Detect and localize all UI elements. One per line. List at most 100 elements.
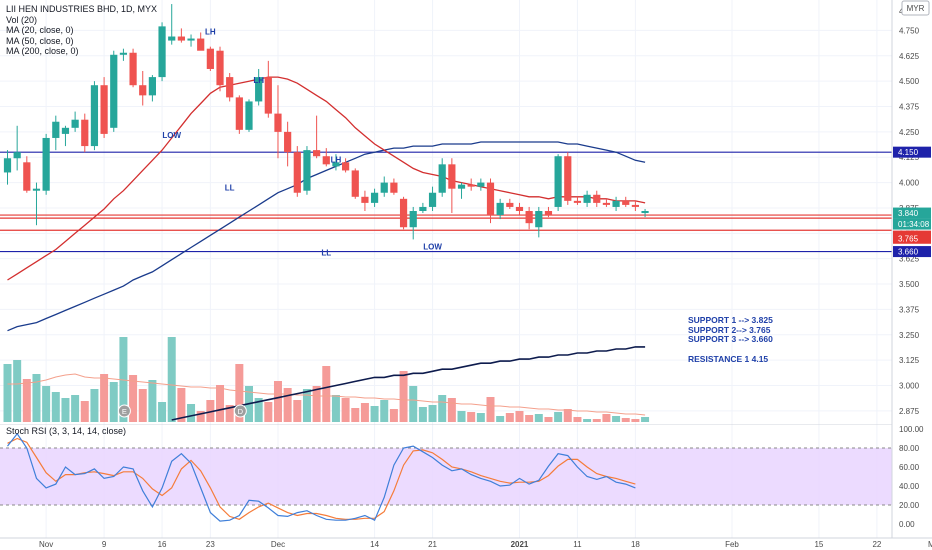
event-badge-d: D bbox=[233, 404, 247, 418]
candle-body bbox=[361, 196, 369, 203]
price-tick-label: 4.375 bbox=[899, 103, 920, 112]
tag-3840-label: 3.840 bbox=[898, 209, 919, 218]
volume-bar bbox=[42, 386, 51, 422]
volume-bar bbox=[158, 402, 167, 422]
volume-bar bbox=[331, 395, 340, 422]
candle-body bbox=[187, 38, 195, 41]
support-resistance-lines bbox=[0, 151, 892, 253]
volume-bar bbox=[380, 400, 389, 422]
candle-body bbox=[486, 182, 495, 216]
candle-body bbox=[139, 85, 147, 96]
stoch-rsi-k-line bbox=[7, 432, 636, 522]
volume-bar bbox=[264, 402, 273, 422]
volume-bar bbox=[621, 418, 630, 422]
event-badge-label: D bbox=[238, 407, 244, 416]
volume-bar bbox=[302, 389, 311, 422]
candle-body bbox=[303, 150, 311, 191]
volume-bar bbox=[3, 364, 12, 422]
event-badge-circle bbox=[233, 404, 247, 418]
candle-body bbox=[3, 158, 12, 173]
time-tick-label: 16 bbox=[158, 540, 167, 549]
volume-bar bbox=[505, 413, 514, 422]
rsi-tick-label: 20.00 bbox=[899, 501, 920, 510]
candle-body bbox=[438, 164, 446, 193]
note-support-1: SUPPORT 1 --> 3.825 bbox=[688, 315, 773, 325]
time-tick-label: 11 bbox=[573, 540, 582, 549]
candle-body bbox=[622, 200, 630, 205]
candle-body bbox=[129, 52, 137, 86]
candle-body bbox=[32, 188, 41, 191]
volume-bar bbox=[100, 374, 109, 422]
time-tick-label: 18 bbox=[631, 540, 640, 549]
rsi-tick-label: 40.00 bbox=[899, 482, 920, 491]
volume-bar bbox=[71, 395, 80, 422]
candle-body bbox=[409, 211, 417, 228]
price-tick-label: 3.625 bbox=[899, 255, 920, 264]
stoch-rsi-d-line bbox=[7, 437, 636, 520]
candle-body bbox=[255, 77, 263, 102]
time-tick-label: 23 bbox=[206, 540, 215, 549]
volume-bar bbox=[496, 416, 505, 422]
candle-body bbox=[110, 54, 118, 128]
candle-body bbox=[81, 119, 89, 147]
volume-bar bbox=[544, 417, 553, 422]
tag-3660-label: 3.660 bbox=[898, 248, 919, 257]
candle-body bbox=[399, 198, 408, 228]
ma200-line bbox=[171, 346, 646, 421]
candle-body bbox=[284, 131, 292, 153]
note-support-2: SUPPORT 2--> 3.765 bbox=[688, 324, 771, 335]
price-tick-label: 4.125 bbox=[899, 153, 920, 162]
candle-body bbox=[612, 200, 620, 207]
candle-body bbox=[544, 211, 553, 216]
volume-bar bbox=[525, 415, 534, 422]
time-tick-label: 9 bbox=[102, 540, 107, 549]
candle-body bbox=[158, 26, 166, 78]
volume-bar bbox=[418, 407, 427, 422]
legend-ma200: MA (200, close, 0) bbox=[6, 46, 79, 56]
candle-body bbox=[293, 152, 301, 193]
candle-body bbox=[313, 150, 321, 157]
price-tick-label: 2.875 bbox=[899, 407, 920, 416]
candle-body bbox=[477, 182, 485, 187]
candle-body bbox=[370, 192, 379, 203]
candle-body bbox=[573, 200, 582, 203]
volume-ma-line bbox=[7, 373, 646, 416]
annotation-low: LOW bbox=[162, 131, 181, 140]
tag-countdown-label: 01:34:08 bbox=[898, 220, 930, 229]
price-tick-label: 4.750 bbox=[899, 26, 920, 35]
candle-body bbox=[42, 137, 50, 191]
tag-3765-label: 3.765 bbox=[898, 234, 919, 243]
candle-body bbox=[593, 194, 601, 203]
candle-body bbox=[564, 156, 572, 201]
price-tick-label: 4.500 bbox=[899, 77, 920, 86]
price-tick-label: 3.375 bbox=[899, 305, 920, 314]
volume-bar bbox=[341, 398, 350, 422]
legend-ma20: MA (20, close, 0) bbox=[6, 25, 74, 35]
candle-body bbox=[235, 97, 243, 130]
currency-badge bbox=[901, 0, 930, 16]
candle-body bbox=[197, 38, 205, 51]
volume-bars bbox=[3, 337, 650, 422]
stoch-rsi-pane bbox=[0, 424, 892, 522]
ma50-line bbox=[7, 141, 646, 332]
price-tick-label: 3.125 bbox=[899, 356, 920, 365]
annotation-lh: LH bbox=[331, 155, 342, 164]
annotation-low: LOW bbox=[423, 243, 442, 252]
rsi-tick-label: 100.00 bbox=[899, 425, 924, 434]
volume-bar bbox=[476, 413, 485, 422]
candle-body bbox=[52, 121, 60, 138]
volume-bar bbox=[225, 405, 234, 422]
volume-bar bbox=[486, 397, 495, 422]
volume-bar bbox=[283, 388, 292, 422]
candle-body bbox=[322, 156, 330, 165]
candle-body bbox=[264, 77, 272, 114]
time-tick-label: Dec bbox=[271, 540, 285, 549]
volume-bar bbox=[631, 419, 640, 422]
legend-vol: Vol (20) bbox=[6, 14, 38, 25]
volume-bar bbox=[187, 404, 196, 422]
candle-body bbox=[351, 170, 359, 197]
candle-body bbox=[631, 204, 639, 207]
volume-bar bbox=[467, 412, 476, 422]
time-tick-label: Feb bbox=[725, 540, 739, 549]
